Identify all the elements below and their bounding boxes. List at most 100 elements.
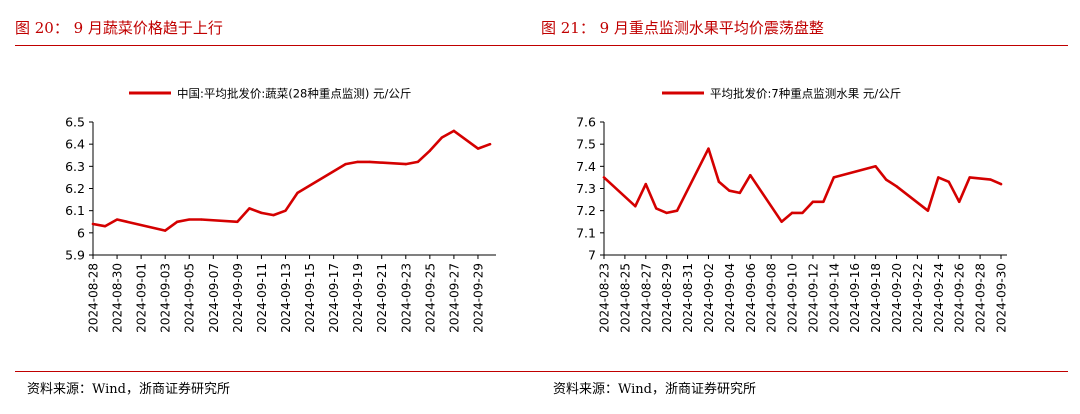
x-tick-label: 2024-08-31 (681, 263, 695, 333)
data-point (832, 176, 836, 179)
data-point (488, 142, 492, 146)
legend-label: 中国:平均批发价:蔬菜(28种重点监测) 元/公斤 (177, 87, 411, 101)
source-note: 资料来源：Wind，浙商证券研究所 (553, 382, 756, 397)
y-tick-label: 7.3 (576, 181, 596, 196)
y-tick-label: 6.2 (65, 181, 85, 196)
x-tick-label: 2024-09-23 (399, 263, 413, 333)
data-point (200, 218, 203, 221)
data-point (644, 182, 647, 186)
panel-vegetable-prices: 图 20： 9 月蔬菜价格趋于上行 中国:平均批发价:蔬菜(28种重点监测) 元… (15, 0, 542, 414)
data-point (428, 149, 432, 153)
x-tick-label: 2024-09-06 (744, 263, 758, 333)
data-point (926, 209, 930, 212)
x-tick-label: 2024-09-12 (806, 263, 820, 333)
data-point (272, 213, 275, 217)
x-tick-label: 2024-09-09 (231, 263, 245, 333)
data-point (738, 191, 742, 195)
x-tick-label: 2024-09-01 (135, 263, 149, 333)
data-point (958, 200, 961, 203)
x-tick-label: 2024-08-28 (87, 263, 101, 333)
y-tick-label: 7.2 (576, 203, 596, 218)
data-point (655, 207, 658, 210)
x-tick-label: 2024-09-28 (974, 263, 988, 333)
data-point (665, 211, 668, 215)
data-point (874, 165, 877, 168)
x-tick-label: 2024-09-02 (702, 263, 716, 333)
data-point (790, 211, 794, 215)
vegetable-price-line-chart: 中国:平均批发价:蔬菜(28种重点监测) 元/公斤 5.9 6 6.1 6.2 6.3 6.… (65, 87, 496, 333)
x-tick-label: 2024-09-25 (423, 263, 437, 333)
x-tick-label: 2024-09-26 (953, 263, 967, 333)
x-tick-label: 2024-09-21 (375, 263, 389, 333)
x-tick-label: 2024-08-30 (111, 263, 125, 333)
legend: 中国:平均批发价:蔬菜(28种重点监测) 元/公斤 (129, 87, 411, 101)
data-point (103, 224, 107, 228)
data-point (999, 182, 1003, 186)
title-divider (15, 45, 542, 46)
data-point (717, 180, 721, 184)
x-tick-label: 2024-09-04 (723, 263, 737, 333)
data-point (356, 160, 359, 164)
y-tick-label: 7.5 (576, 137, 596, 152)
data-point (968, 176, 971, 179)
source-divider (15, 371, 542, 372)
y-tick-label: 6.4 (65, 137, 85, 152)
data-point (404, 162, 407, 166)
y-tick-label: 6 (77, 225, 85, 240)
data-point (947, 180, 950, 184)
fruit-price-line-chart: 平均批发价:7种重点监测水果 元/公斤 7 7.1 7.2 7.3 7.4 7.5 7.6 20… (576, 87, 1008, 333)
data-point (163, 229, 167, 232)
data-point (260, 211, 263, 215)
x-tick-label: 2024-09-10 (786, 263, 800, 333)
x-tick-label: 2024-09-15 (303, 263, 317, 333)
title-divider (541, 45, 1068, 46)
data-point (188, 218, 191, 221)
x-tick-label: 2024-08-29 (660, 263, 674, 333)
x-tick-label: 2024-09-03 (159, 263, 173, 333)
data-point (91, 222, 95, 226)
series-line (602, 147, 1003, 223)
data-point (749, 174, 752, 177)
x-tick-label: 2024-09-13 (279, 263, 293, 333)
x-tick-label: 2024-09-19 (351, 263, 365, 333)
data-point (176, 220, 179, 223)
data-point (780, 220, 783, 223)
data-point (440, 136, 444, 139)
data-point (248, 207, 251, 210)
x-tick-label: 2024-08-23 (598, 263, 612, 333)
x-tick-label: 2024-09-24 (932, 263, 946, 333)
data-point (884, 178, 888, 181)
data-point (296, 191, 299, 195)
legend: 平均批发价:7种重点监测水果 元/公斤 (662, 87, 901, 101)
data-point (236, 220, 239, 223)
x-tick-label: 2024-09-29 (471, 263, 485, 333)
y-tick-label: 7.4 (576, 159, 596, 174)
data-point (822, 200, 825, 203)
data-point (801, 211, 804, 215)
data-point (675, 209, 679, 212)
data-point (937, 176, 940, 179)
x-tick-label: 2024-09-08 (765, 263, 779, 333)
x-tick-label: 2024-09-27 (447, 263, 461, 333)
data-point (811, 200, 815, 203)
data-point (602, 176, 606, 179)
y-tick-label: 6.5 (65, 115, 85, 130)
y-tick-label: 6.1 (65, 203, 85, 218)
data-point (895, 185, 898, 188)
x-tick-label: 2024-09-18 (869, 263, 883, 333)
data-point (989, 178, 992, 181)
data-point (344, 162, 347, 166)
x-tick-label: 2024-09-14 (827, 263, 841, 333)
data-point (452, 129, 456, 133)
source-divider (541, 371, 1068, 372)
series-line (91, 129, 492, 232)
data-point (634, 205, 637, 208)
x-tick-label: 2024-09-22 (911, 263, 925, 333)
y-tick-label: 7.6 (576, 115, 596, 130)
data-point (115, 218, 119, 221)
source-note: 资料来源：Wind，浙商证券研究所 (27, 382, 230, 397)
x-tick-label: 2024-09-20 (890, 263, 904, 333)
data-point (707, 147, 710, 150)
data-point (368, 160, 371, 164)
y-tick-label: 5.9 (65, 248, 85, 263)
